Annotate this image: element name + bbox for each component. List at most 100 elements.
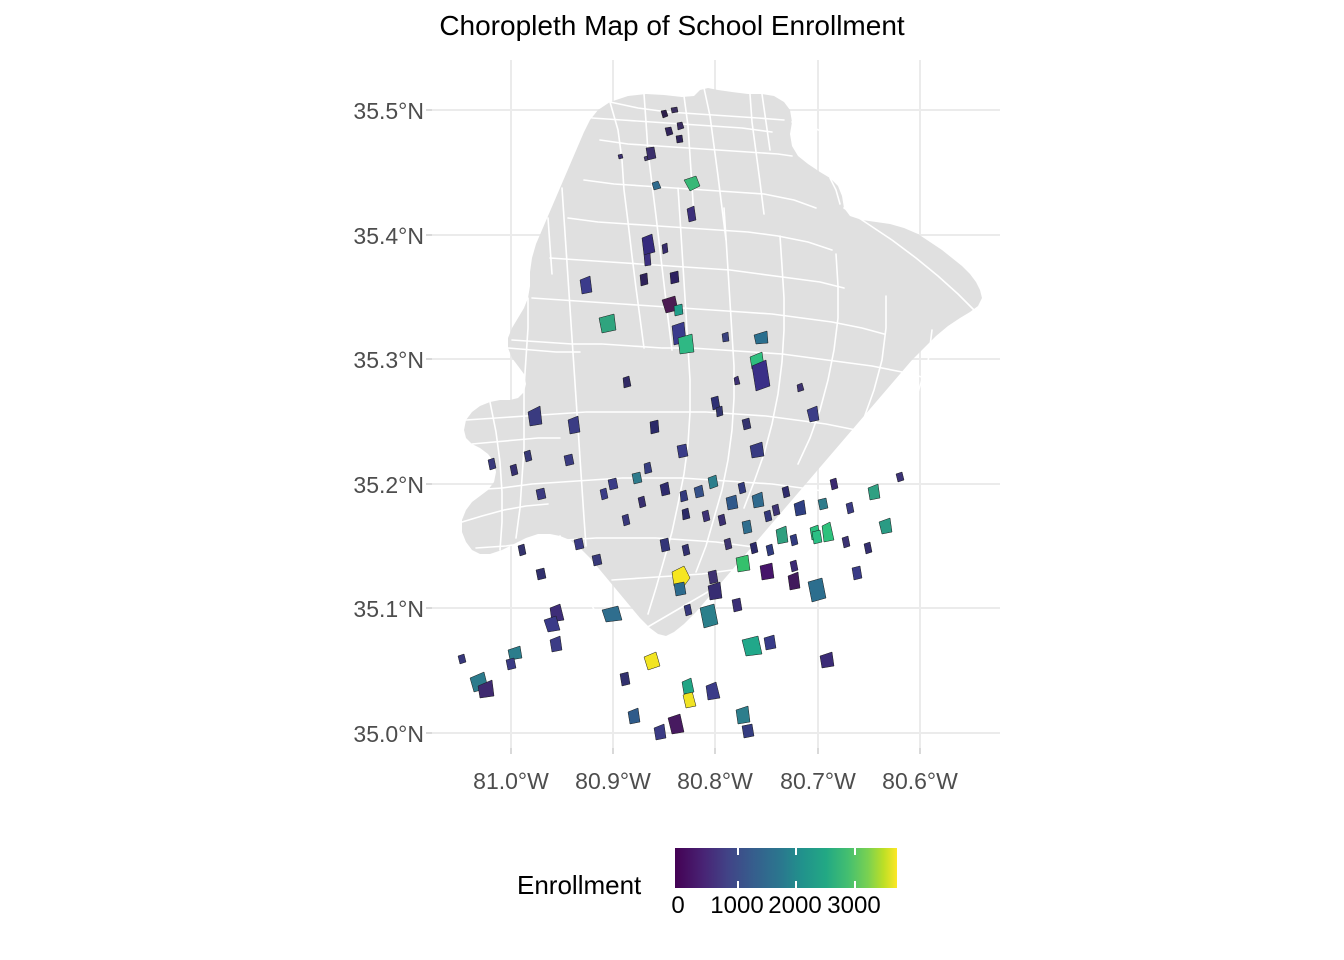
choropleth-map[interactable] [432,60,1000,748]
school-polygon [487,457,497,471]
school-polygon [829,477,839,491]
colorbar-tick-label: 0 [671,892,685,919]
county-base-layer [462,88,982,636]
school-polygon [591,553,603,567]
school-polygon [867,483,881,501]
school-polygon [573,537,585,551]
school-polygon [895,471,905,483]
y-tick-mark [426,358,432,360]
y-tick-label: 35.0°N [353,721,424,747]
school-polygon [509,463,519,477]
school-polygon [723,537,733,551]
school-polygon [693,484,705,499]
school-polygon [598,313,617,334]
school-polygon [851,565,863,581]
school-polygon [717,513,727,527]
school-polygon [627,707,641,725]
school-polygon [621,513,631,527]
colorbar-tick-label: 1000 [710,892,764,919]
school-polygon [707,474,719,490]
school-polygon [819,651,835,669]
x-tick-label: 80.6°W [882,768,958,794]
x-tick-label: 80.8°W [677,768,753,794]
school-polygon [675,134,684,144]
school-polygon [679,489,689,503]
school-polygon [639,272,649,287]
school-polygon [664,126,674,137]
school-polygon [683,603,693,617]
school-polygon [731,597,743,613]
school-polygon [617,153,624,160]
colorbar-tick-mark [737,848,739,855]
school-polygon [707,581,723,601]
school-polygon [787,571,801,591]
school-polygon [477,679,495,699]
county-outline-fill [462,88,982,636]
school-polygon [653,723,667,741]
x-tick-mark [919,748,921,754]
school-polygon [599,487,609,501]
school-polygon [671,565,691,587]
school-polygon [517,543,527,557]
page-title: Choropleth Map of School Enrollment [439,10,905,41]
school-polygon [775,525,789,545]
x-tick-label: 80.9°W [575,768,651,794]
colorbar-tick-mark [854,881,856,888]
school-polygon [683,175,701,192]
school-polygon [681,677,695,695]
school-polygon [789,533,799,547]
school-polygon [669,270,680,285]
school-polygon [741,723,755,739]
school-polygon [821,521,835,543]
y-tick-mark [426,109,432,111]
school-polygon [670,106,679,114]
school-polygon [796,382,805,393]
school-polygon [741,519,753,535]
y-tick-label: 35.5°N [353,98,424,124]
school-polygon [845,501,855,515]
school-polygon [765,543,775,557]
school-polygon [651,180,662,191]
school-polygon [759,562,775,581]
school-polygon [686,205,697,223]
gridline-vertical [919,60,921,748]
school-polygon [619,671,631,687]
colorbar[interactable] [675,848,897,888]
gridline-horizontal [432,607,1000,609]
school-polygon [763,509,773,523]
school-polygon [563,453,575,467]
colorbar-tick-label: 3000 [827,892,881,919]
school-polygon [793,499,807,517]
y-tick-label: 35.2°N [353,472,424,498]
school-polygon [807,577,827,603]
school-polygon [667,713,685,735]
school-polygon [649,419,660,435]
school-polygon [622,375,632,389]
school-polygon [659,481,671,497]
school-polygon [507,645,523,661]
school-polygon [701,509,711,523]
school-polygon [806,405,820,423]
y-tick-mark [426,607,432,609]
school-polygon [733,375,741,386]
school-polygon [643,155,649,162]
school-polygon [661,242,669,255]
school-polygon [715,405,724,418]
school-polygon [753,330,769,345]
school-polygon [527,405,543,427]
school-polygon [705,681,721,701]
school-polygon [751,491,765,509]
colorbar-tick-mark [737,881,739,888]
tract-boundaries-layer [461,87,975,639]
map-panel[interactable] [432,60,1000,748]
school-polygon [749,541,759,555]
school-polygon [677,333,695,355]
school-polygon [737,481,747,495]
school-polygon [643,651,661,671]
school-polygon [771,503,781,517]
y-tick-label: 35.4°N [353,223,424,249]
school-polygons-layer[interactable] [457,106,905,748]
school-polygon [721,331,730,343]
x-tick-mark [612,748,614,754]
gridline-horizontal [432,732,1000,734]
